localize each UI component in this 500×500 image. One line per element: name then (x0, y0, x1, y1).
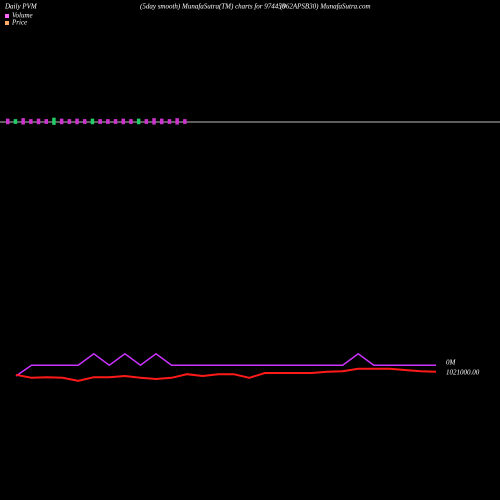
volume-bar (59, 118, 64, 125)
volume-bar (113, 119, 118, 124)
legend-swatch (5, 14, 9, 18)
volume-bar (75, 118, 79, 125)
legend-label: Price (11, 19, 27, 27)
series-line (15, 367, 437, 382)
axis-label: 1021000.00 (446, 369, 480, 377)
volume-bar (160, 118, 164, 125)
volume-bar (13, 119, 18, 124)
series-line (15, 352, 436, 377)
chart-title: Daily PVM (4, 3, 38, 11)
volume-bar (129, 119, 133, 124)
volume-bar (67, 119, 72, 124)
volume-bar (175, 118, 179, 125)
volume-bar (106, 119, 110, 124)
volume-bar (152, 118, 156, 125)
volume-bar (36, 118, 41, 125)
chart-subtitle: (5day smooth) MunafaSutra(TM) charts for… (140, 3, 286, 11)
volume-bar (6, 118, 10, 125)
legend-swatch (5, 21, 9, 25)
volume-bar (167, 119, 172, 124)
volume-bar (90, 118, 95, 125)
volume-bar (44, 119, 48, 124)
volume-bar (144, 119, 149, 124)
volume-bar (98, 119, 102, 124)
volume-bar (83, 119, 87, 124)
volume-bar (52, 117, 56, 125)
volume-bar (136, 118, 141, 125)
volume-bar (21, 118, 25, 125)
legend-label: Volume (12, 12, 33, 20)
axis-label: 0M (446, 359, 457, 367)
volume-bar (183, 119, 187, 124)
volume-bar (121, 118, 125, 125)
volume-bar (29, 119, 33, 124)
site-label: (962APSB30) MunafaSutra.com (280, 3, 371, 11)
